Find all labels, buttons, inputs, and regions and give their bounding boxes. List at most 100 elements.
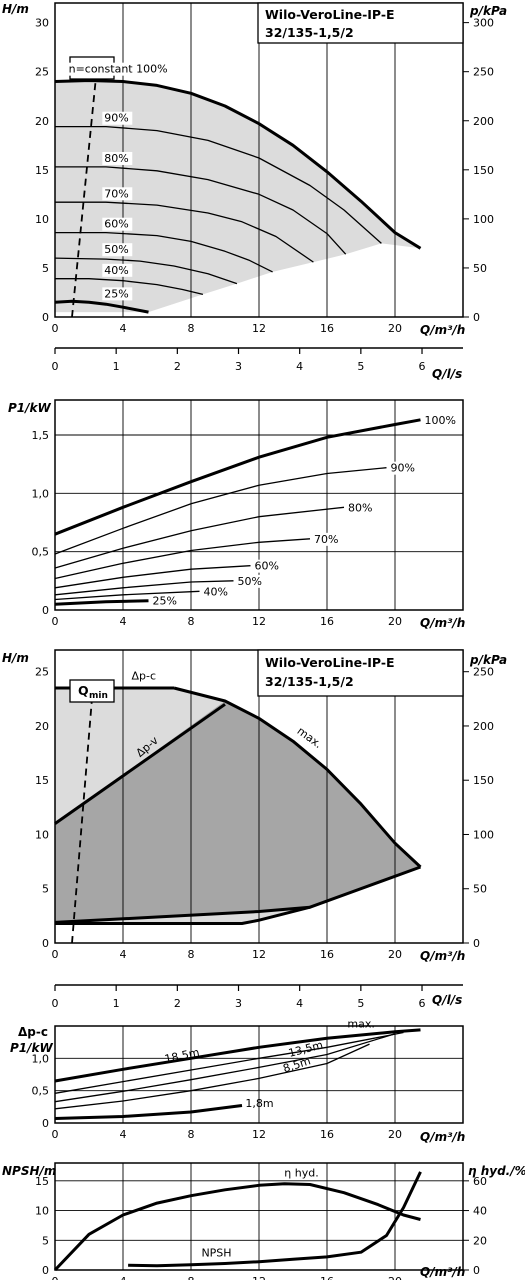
x-axis-label-flow-ls: Q/l/s <box>432 993 462 1007</box>
x-tick-label: 4 <box>120 948 127 961</box>
panel-power-constant: 00,51,01,5 0 4 8 12 16 20 P1/kW Q/m³/h 100%90… <box>8 400 465 630</box>
x-axis-label-flow-ls: Q/l/s <box>432 367 462 381</box>
power-curve-1-8m <box>55 1106 242 1119</box>
x-tick-label: 3 <box>235 997 242 1010</box>
x-tick-label: 3 <box>235 360 242 373</box>
x-axis-label-flow: Q/m³/h <box>420 616 465 630</box>
x-tick-label: 5 <box>357 997 364 1010</box>
curve-label: 25% <box>153 595 177 608</box>
y-tick-label: 0 <box>42 1117 49 1130</box>
y-tick-label: 15 <box>35 774 49 787</box>
x-tick-label: 12 <box>252 1275 266 1280</box>
curve-label: 40% <box>104 264 128 277</box>
x-tick-label: 16 <box>320 322 334 335</box>
y-tick-label: 10 <box>35 213 49 226</box>
title-box: Wilo-VeroLine-IP-E 32/135-1,5/2 <box>258 3 463 43</box>
x-tick-label: 0 <box>52 997 59 1010</box>
y2-tick-label: 50 <box>473 262 487 275</box>
y2-tick-label: 0 <box>473 311 480 324</box>
x-tick-label: 0 <box>52 360 59 373</box>
panel-head-constant: 0 5 10 15 20 25 30 0 50 100 150 200 250 300 0 4 8 12 16 2… <box>2 2 507 337</box>
x-tick-label: 4 <box>296 360 303 373</box>
power-curve-100 <box>55 420 421 534</box>
y2-tick-label: 200 <box>473 115 494 128</box>
power-curve-25 <box>55 601 149 605</box>
qmin-main: Q <box>78 683 89 698</box>
x-tick-label: 4 <box>120 1275 127 1280</box>
y-tick-label: 5 <box>42 262 49 275</box>
curve-label: 50% <box>104 243 128 256</box>
y2-tick-label: 0 <box>473 937 480 950</box>
x-tick-label: 0 <box>52 948 59 961</box>
y2-tick-label: 250 <box>473 666 494 679</box>
x-tick-label: 5 <box>357 360 364 373</box>
x-tick-label: 8 <box>188 1275 195 1280</box>
x-axis-label-flow: Q/m³/h <box>420 949 465 963</box>
y2-tick-label: 100 <box>473 828 494 841</box>
y2-tick-label: 150 <box>473 774 494 787</box>
y2-tick-label: 300 <box>473 17 494 30</box>
curve-label-npsh: NPSH <box>201 1246 231 1259</box>
panel-head-dpc-dpv: 0 5 10 15 20 25 0 50 100 150 200 250 0 4 8 12 16 20 H/m… <box>2 650 507 963</box>
y-tick-label: 25 <box>35 66 49 79</box>
y-tick-label: 15 <box>35 164 49 177</box>
y-tick-label: 1,0 <box>32 487 50 500</box>
x-tick-label: 16 <box>320 1128 334 1141</box>
title-model: Wilo-VeroLine-IP-E <box>265 7 395 22</box>
x-tick-label: 8 <box>188 948 195 961</box>
x-tick-label: 4 <box>120 322 127 335</box>
y2-tick-label: 20 <box>473 1234 487 1247</box>
power-curve-max- <box>55 1030 421 1081</box>
x-tick-label: 8 <box>188 1128 195 1141</box>
y-tick-label: 20 <box>35 115 49 128</box>
x-tick-label: 1 <box>113 997 120 1010</box>
x-tick-label: 12 <box>252 615 266 628</box>
y-tick-label: 5 <box>42 883 49 896</box>
x-tick-label: 20 <box>388 322 402 335</box>
curve-label: 60% <box>255 560 279 573</box>
y-tick-label: 0 <box>42 311 49 324</box>
x-tick-label: 20 <box>388 1275 402 1280</box>
y2-tick-label: 50 <box>473 883 487 896</box>
curve-label: 60% <box>104 218 128 231</box>
y-tick-label: 5 <box>42 1234 49 1247</box>
title-size: 32/135-1,5/2 <box>265 25 354 40</box>
x-tick-label: 0 <box>52 1128 59 1141</box>
x-tick-label: 4 <box>120 1128 127 1141</box>
x-tick-label: 20 <box>388 615 402 628</box>
x-tick-label: 0 <box>52 1275 59 1280</box>
y2-tick-label: 200 <box>473 720 494 733</box>
curve-label: 100% <box>425 414 456 427</box>
y2-axis-label-pressure: p/kPa <box>469 653 507 667</box>
y2-axis-label-eta: η hyd./% <box>468 1164 525 1178</box>
curve-label: 18,5m <box>163 1046 200 1066</box>
panel-npsh-eta: 0 5 10 15 0 20 40 60 0 4 8 12 16 20 NPSH/m η hyd./%… <box>2 1163 525 1280</box>
x-tick-label: 20 <box>388 1128 402 1141</box>
curve-label-dpc: Δp-c <box>132 669 157 682</box>
y-axis-label-power: P1/kW <box>10 1041 54 1055</box>
y2-axis-label-pressure: p/kPa <box>469 4 507 18</box>
curve-label: 80% <box>104 152 128 165</box>
curve-label: 40% <box>204 585 228 598</box>
x-tick-label: 8 <box>188 322 195 335</box>
curve-label: 50% <box>238 575 262 588</box>
x-tick-label: 20 <box>388 948 402 961</box>
title-size: 32/135-1,5/2 <box>265 674 354 689</box>
panel-flow-ls-2: 0123456 Q/l/s <box>52 985 464 1010</box>
x-axis-label-flow: Q/m³/h <box>420 1130 465 1144</box>
y-tick-label: 10 <box>35 828 49 841</box>
y-tick-label: 10 <box>35 1205 49 1218</box>
y2-tick-label: 250 <box>473 66 494 79</box>
curve-label: n=constant 100% <box>69 63 168 76</box>
x-tick-label: 12 <box>252 948 266 961</box>
y-tick-label: 1,5 <box>32 429 50 442</box>
qmin-sub: min <box>89 691 108 701</box>
y-tick-label: 30 <box>35 17 49 30</box>
x-tick-label: 0 <box>52 322 59 335</box>
title-model: Wilo-VeroLine-IP-E <box>265 655 395 670</box>
y-tick-label: 0 <box>42 937 49 950</box>
y2-tick-label: 150 <box>473 164 494 177</box>
curve-label: 90% <box>391 462 415 475</box>
qmin-box: Q min <box>70 680 114 702</box>
